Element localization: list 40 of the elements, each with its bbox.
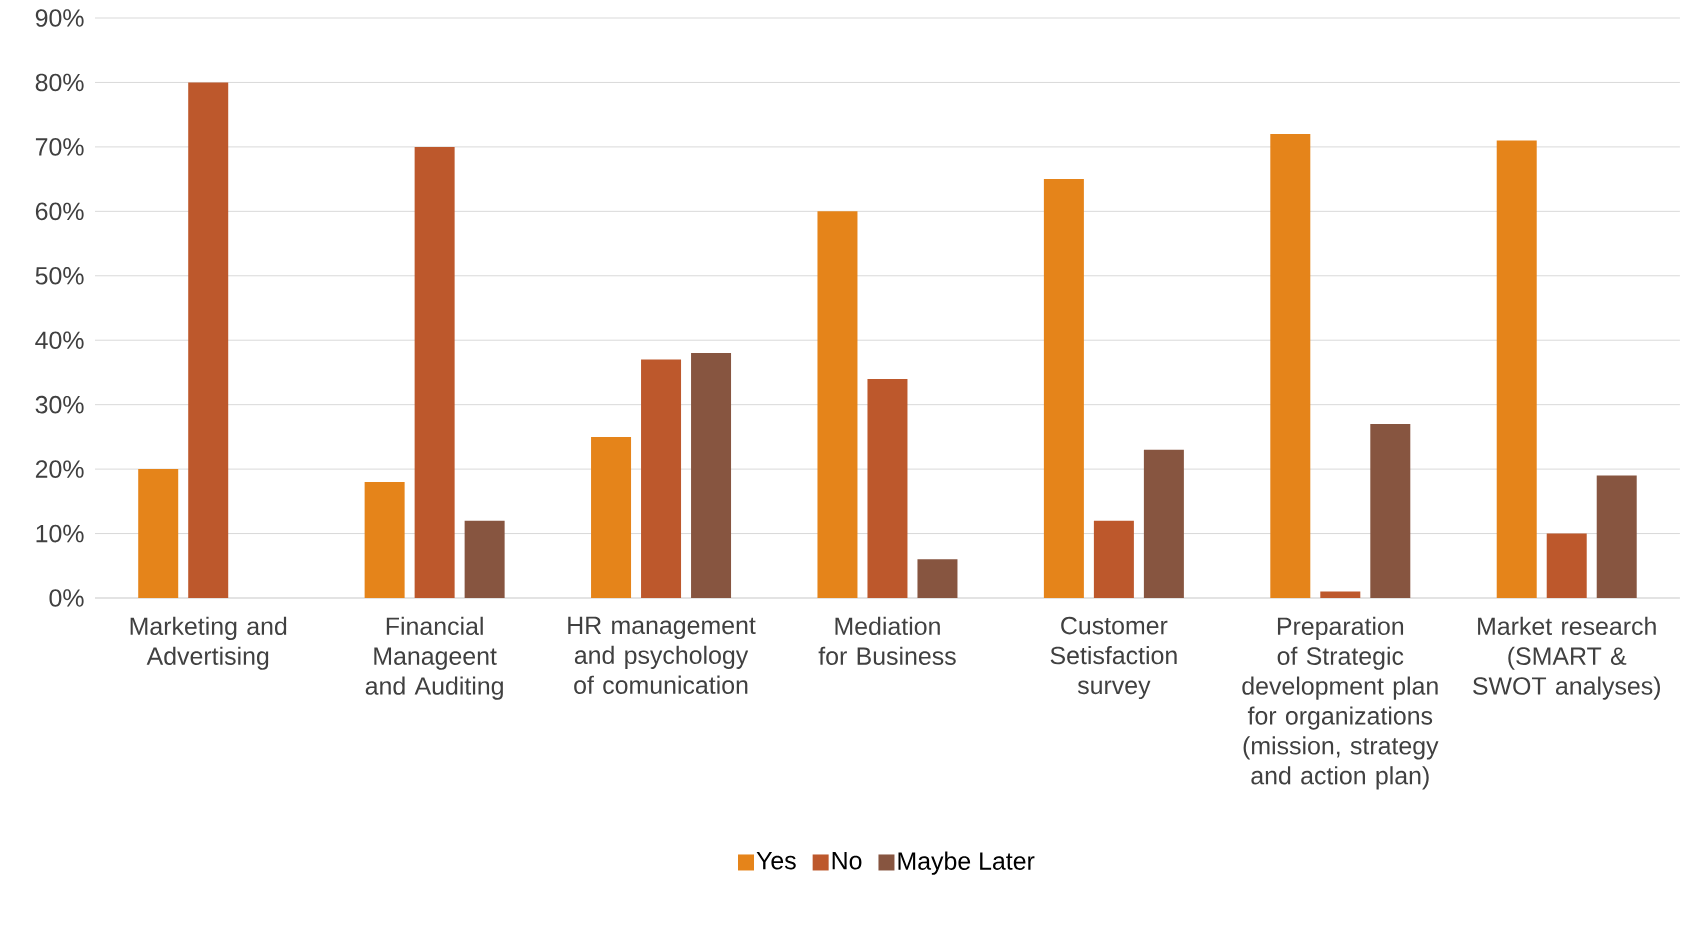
bar bbox=[414, 146, 455, 598]
bar bbox=[867, 378, 908, 598]
bar bbox=[591, 436, 632, 598]
y-tick-label: 60% bbox=[35, 202, 84, 221]
x-tick-label: Mediation for Business bbox=[818, 616, 956, 665]
bar bbox=[691, 353, 732, 598]
bar bbox=[1370, 424, 1411, 598]
bar bbox=[364, 482, 405, 598]
x-tick-label: HR management and psychology of comunication bbox=[568, 616, 756, 694]
y-tick-label: 0% bbox=[49, 589, 84, 607]
legend-label: Yes bbox=[756, 852, 796, 870]
bar bbox=[1143, 449, 1184, 598]
y-tick-label: 90% bbox=[35, 9, 84, 27]
bar bbox=[1270, 134, 1311, 598]
y-tick-label: 30% bbox=[35, 395, 84, 414]
bar bbox=[641, 359, 682, 598]
y-tick-label: 80% bbox=[35, 73, 84, 92]
x-tick-label: Customer Setisfaction survey bbox=[1050, 616, 1177, 700]
bar bbox=[1496, 140, 1537, 598]
y-tick-label: 40% bbox=[35, 331, 84, 350]
y-tick-label: 50% bbox=[35, 266, 84, 285]
x-tick-label: Financial Manageent and Auditing bbox=[365, 616, 503, 700]
bar bbox=[1093, 520, 1134, 598]
bar bbox=[138, 469, 179, 598]
bar bbox=[1320, 591, 1361, 598]
legend-label: Maybe Later bbox=[898, 851, 1035, 875]
bar bbox=[188, 82, 229, 598]
y-tick-label: 20% bbox=[35, 460, 84, 478]
bar bbox=[1596, 475, 1637, 598]
bar bbox=[817, 211, 858, 598]
legend-label: No bbox=[832, 852, 862, 870]
x-tick-label: Preparation of Strategic development plan for organizations (mission, strategy and action plan) bbox=[1242, 616, 1439, 790]
x-tick-label: Marketing and Advertising bbox=[130, 616, 287, 670]
bar bbox=[464, 520, 505, 598]
bar bbox=[1546, 533, 1587, 598]
y-tick-label: 70% bbox=[35, 138, 84, 156]
bar bbox=[1043, 179, 1084, 598]
x-tick-label: Market research (SMART & SWOT analyses) bbox=[1473, 616, 1660, 700]
y-tick-label: 10% bbox=[36, 524, 84, 543]
bar bbox=[917, 559, 958, 598]
